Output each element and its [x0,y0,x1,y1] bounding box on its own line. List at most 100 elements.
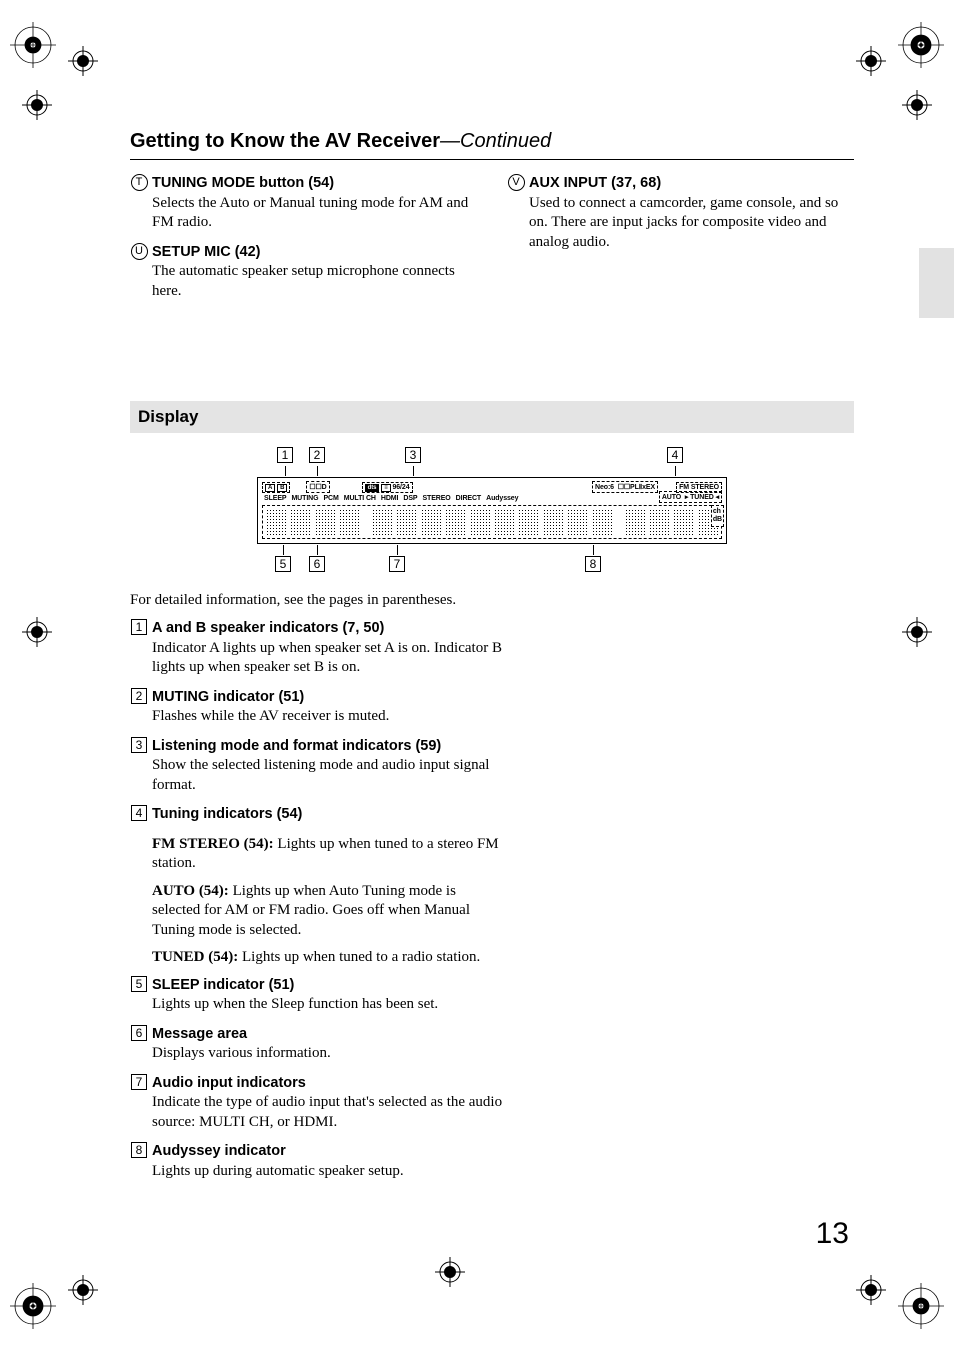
display-item: 8Audyssey indicator Lights up during auto… [130,1142,506,1181]
item-tuning-mode: T TUNING MODE button (54) Selects the Au… [130,174,477,233]
display-callouts-bottom: 5 6 7 8 [257,544,727,574]
item-body: Indicator A lights up when speaker set A… [152,640,502,676]
rate-value: 96/24 [392,484,409,491]
ab-indicator-group: A B [262,482,290,493]
callout-line [285,466,286,476]
dot-segment [421,509,441,535]
item-title: AUX INPUT (37, 68) [529,175,661,191]
item-number: U [130,243,148,260]
dot-segment [372,509,392,535]
page-title-suffix: —Continued [440,130,551,152]
format-indicator-group: ☐☐D [306,481,329,493]
item-title: Message area [152,1026,247,1042]
dot-segment [290,509,310,535]
display-item: 1A and B speaker indicators (7, 50)Indic… [130,619,506,678]
display-callout: 4 [667,447,683,477]
display-diagram: 1234 A B ☐☐D dts ≡ 96/24 Neo [257,447,727,574]
item-number: T [130,174,148,191]
callout-line [317,545,318,555]
item-body: Displays various information. [152,1045,331,1061]
tuning-indicator-group: AUTO ▸ TUNED ◂ [659,491,722,503]
display-callout: 1 [277,447,293,477]
callout-number: 2 [309,447,325,463]
callout-line [397,545,398,555]
page-title: Getting to Know the AV Receiver—Continue… [130,130,854,160]
display-callout: 8 [585,544,601,574]
item-title: TUNING MODE button (54) [152,175,334,191]
callout-number: 8 [585,556,601,572]
callout-line [317,466,318,476]
a-indicator: A [265,484,275,492]
display-panel-row1: A B ☐☐D dts ≡ 96/24 Neo:6 ☐☐PLⅡxEX [262,481,722,494]
display-callout: 5 [275,544,291,574]
dot-segment [625,509,645,535]
row2-label: SLEEP [264,495,286,502]
item-body: Lights up during automatic speaker setup… [152,1163,404,1179]
page-title-text: Getting to Know the AV Receiver [130,130,440,152]
callout-number: 1 [277,447,293,463]
display-item: 3Listening mode and format indicators (5… [130,737,506,796]
dot-segment [445,509,465,535]
display-panel-row2: SLEEPMUTINGPCMMULTI CHHDMIDSPSTEREODIREC… [262,494,722,504]
item-number: 8 [130,1142,148,1159]
ch-label: ch [713,508,722,516]
dot-segment [315,509,335,535]
display-sub-item: FM STEREO (54): Lights up when tuned to … [152,835,506,874]
neo-plii-group: Neo:6 ☐☐PLⅡxEX [592,481,658,493]
display-callout: 3 [405,447,421,477]
top-col-right: V AUX INPUT (37, 68) Used to connect a c… [507,174,854,311]
item-aux-input: V AUX INPUT (37, 68) Used to connect a c… [507,174,854,252]
display-item: 7Audio input indicatorsIndicate the type… [130,1074,506,1133]
row2-label: STEREO [422,495,450,502]
display-item: 2MUTING indicator (51)Flashes while the … [130,688,506,727]
item-number: 2 [130,688,148,705]
item-number: 4 [130,805,148,822]
item-title: SLEEP indicator (51) [152,977,294,993]
display-item: 5SLEEP indicator (51) Lights up when the … [130,976,506,1015]
item-number: 6 [130,1025,148,1042]
sub-label: FM STEREO (54): [152,836,274,852]
dot-segment [543,509,563,535]
row2-label: DIRECT [456,495,481,502]
plii-indicator: ☐☐PLⅡxEX [618,484,655,491]
display-items-list: 1A and B speaker indicators (7, 50)Indic… [130,619,506,1181]
callout-line [413,466,414,476]
item-body: Used to connect a camcorder, game consol… [529,195,838,250]
item-title: Audyssey indicator [152,1143,286,1159]
item-number: 7 [130,1074,148,1091]
callout-line [675,466,676,476]
dot-segment [266,509,286,535]
row2-label: HDMI [381,495,399,502]
dot-segment [518,509,538,535]
display-callout: 2 [309,447,325,477]
callout-number: 7 [389,556,405,572]
callout-number: 6 [309,556,325,572]
dot-segment [396,509,416,535]
sub-label: AUTO (54): [152,883,229,899]
item-number: 3 [130,737,148,754]
neo6-indicator: Neo:6 [595,484,614,491]
item-body: Lights up when the Sleep function has be… [152,996,438,1012]
dot-segment [673,509,693,535]
row2-label: MUTING [291,495,318,502]
dot-segment [567,509,587,535]
item-number: 5 [130,976,148,993]
row2-label: Audyssey [486,495,518,502]
item-body: Selects the Auto or Manual tuning mode f… [152,195,468,231]
display-message-area [262,505,722,539]
db-label: dB [713,516,722,524]
callout-number: 5 [275,556,291,572]
display-callout: 6 [309,544,325,574]
item-title: Tuning indicators (54) [152,806,302,822]
display-sub-item: TUNED (54): Lights up when tuned to a ra… [152,948,506,968]
display-section-header: Display [130,401,854,433]
auto-indicator: AUTO [662,494,681,501]
sub-label: TUNED (54): [152,949,238,965]
item-body: Indicate the type of audio input that's … [152,1094,502,1130]
item-title: SETUP MIC (42) [152,244,261,260]
dts-indicator-group: dts ≡ 96/24 [362,482,413,493]
display-panel: A B ☐☐D dts ≡ 96/24 Neo:6 ☐☐PLⅡxEX [257,477,727,544]
item-body: Show the selected listening mode and aud… [152,757,489,793]
display-item: 4Tuning indicators (54) [130,805,506,825]
rate-indicator: ≡ [381,484,390,492]
